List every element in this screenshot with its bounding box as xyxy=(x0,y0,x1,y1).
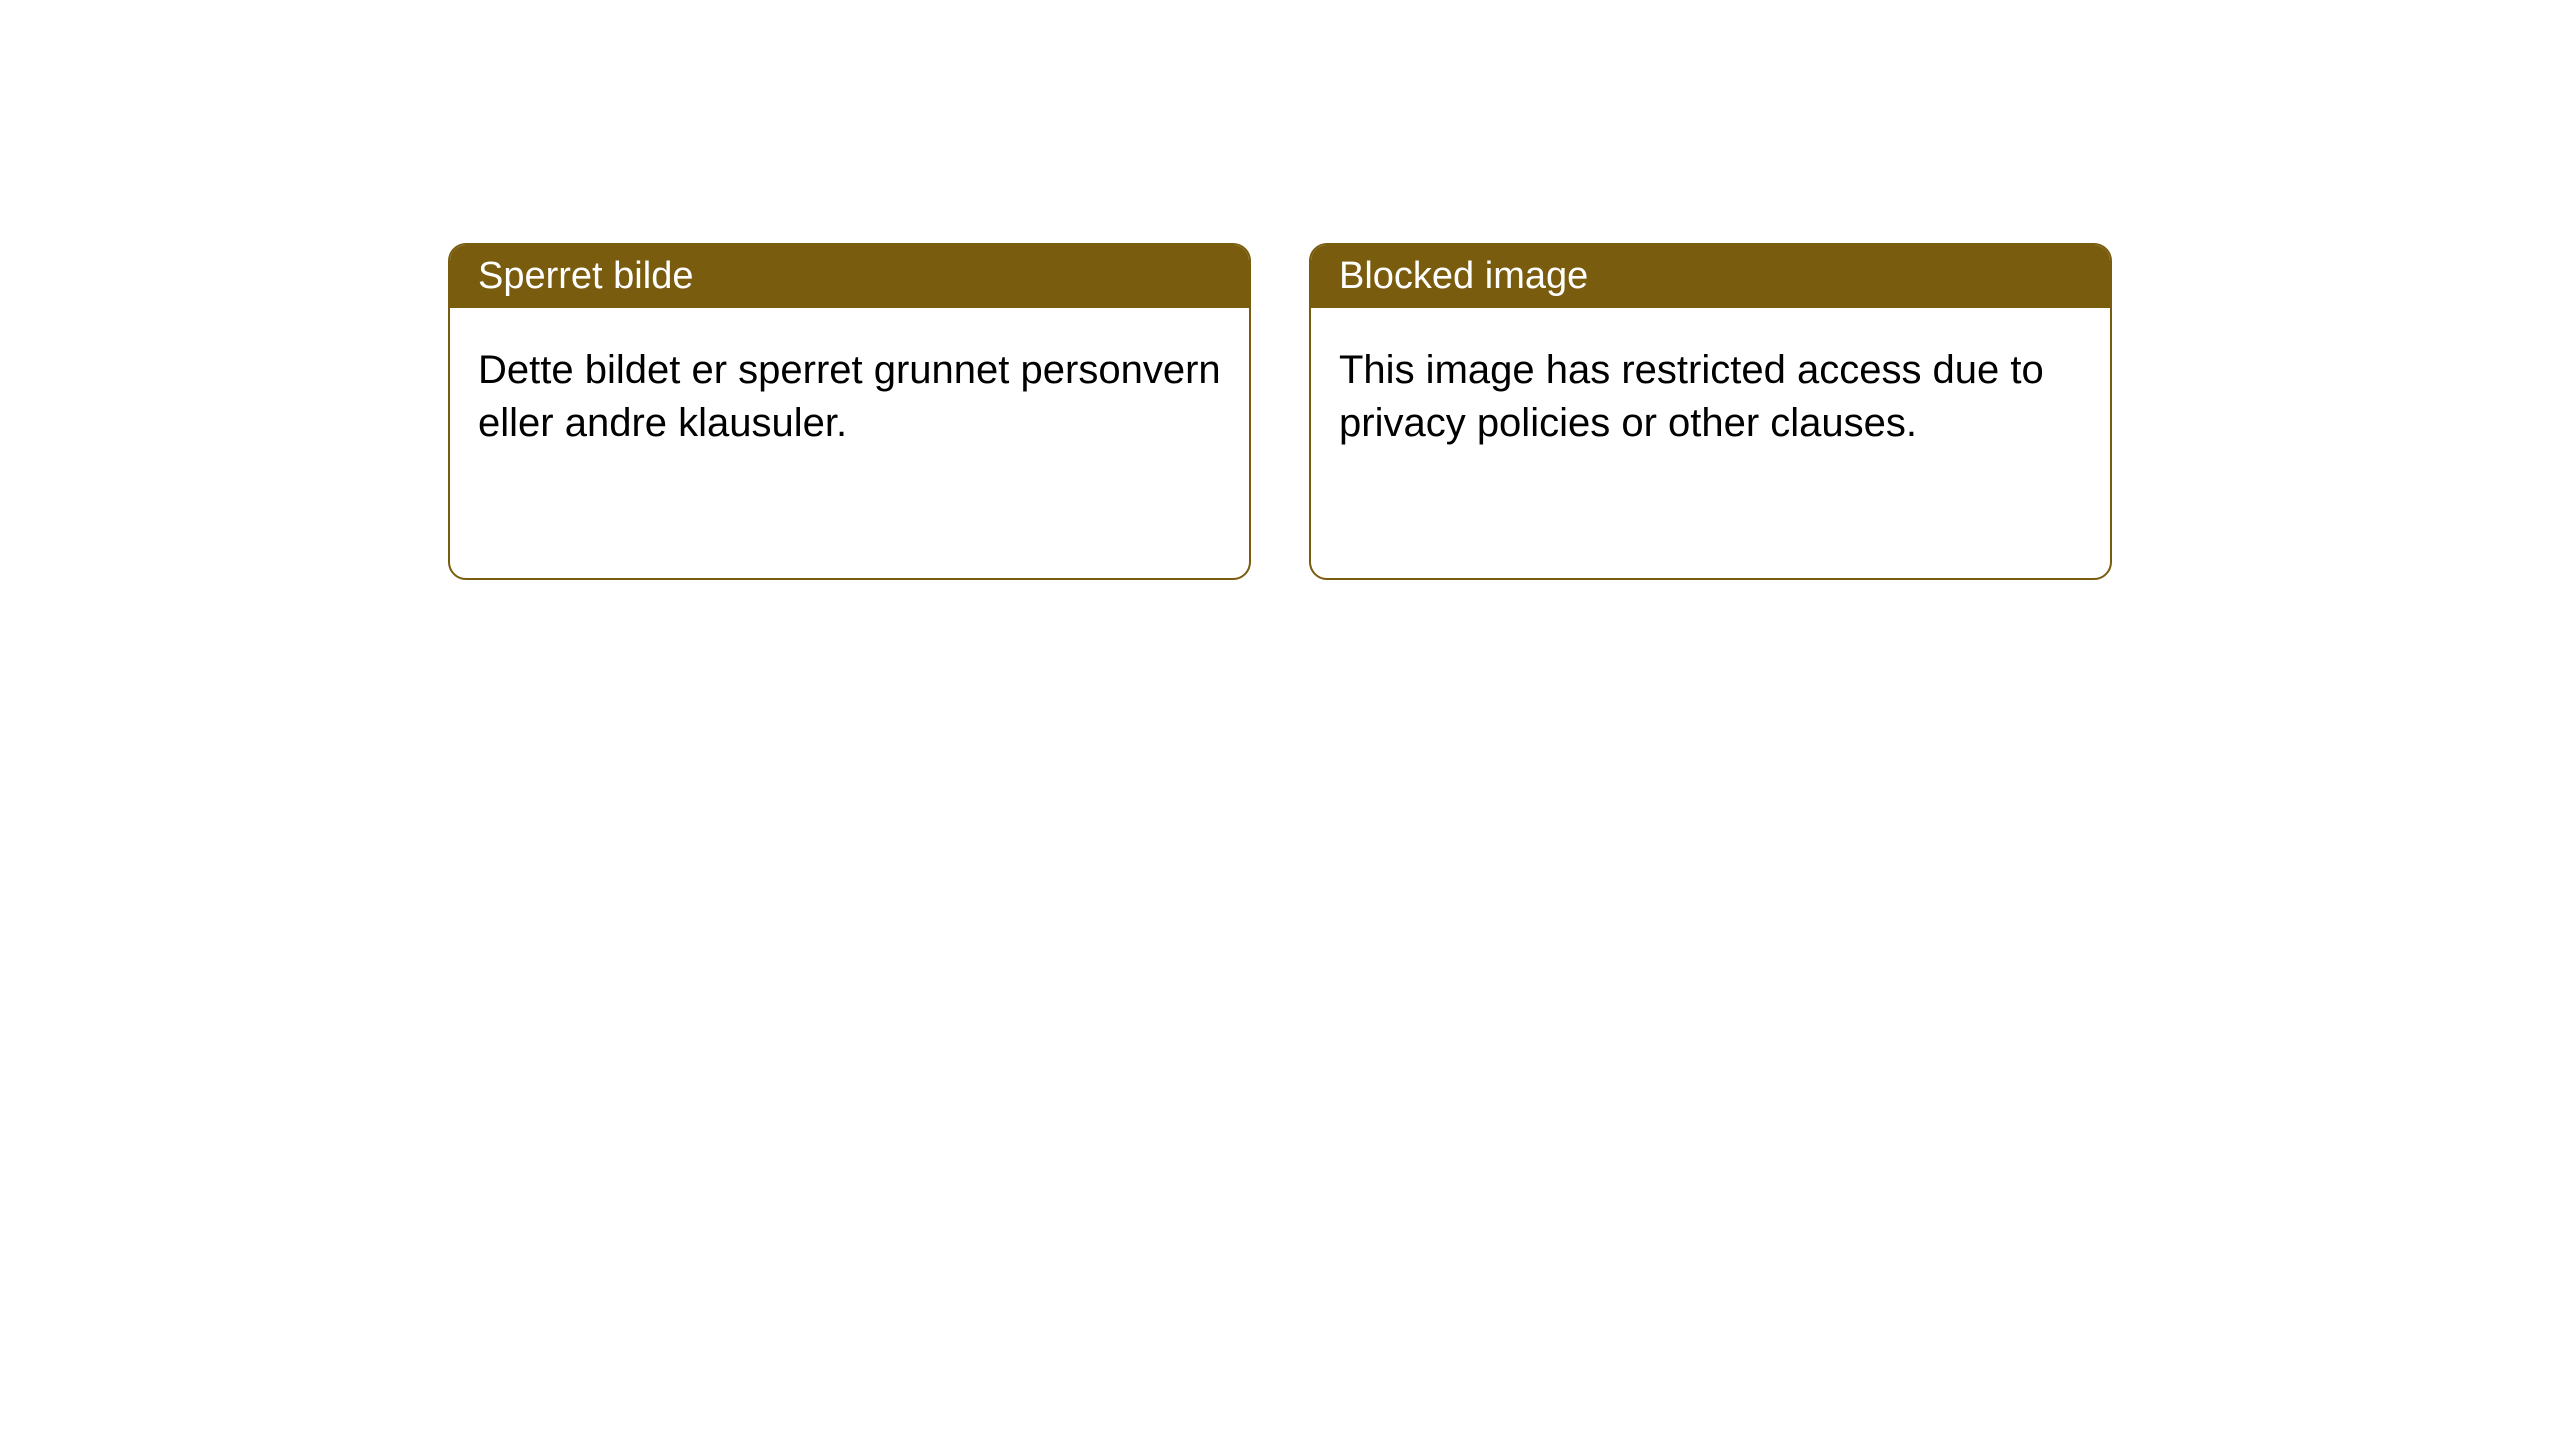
card-body: Dette bildet er sperret grunnet personve… xyxy=(450,308,1249,578)
card-body: This image has restricted access due to … xyxy=(1311,308,2110,578)
info-cards-container: Sperret bilde Dette bildet er sperret gr… xyxy=(448,243,2112,580)
info-card-norwegian: Sperret bilde Dette bildet er sperret gr… xyxy=(448,243,1251,580)
card-header: Sperret bilde xyxy=(450,245,1249,308)
card-header: Blocked image xyxy=(1311,245,2110,308)
info-card-english: Blocked image This image has restricted … xyxy=(1309,243,2112,580)
